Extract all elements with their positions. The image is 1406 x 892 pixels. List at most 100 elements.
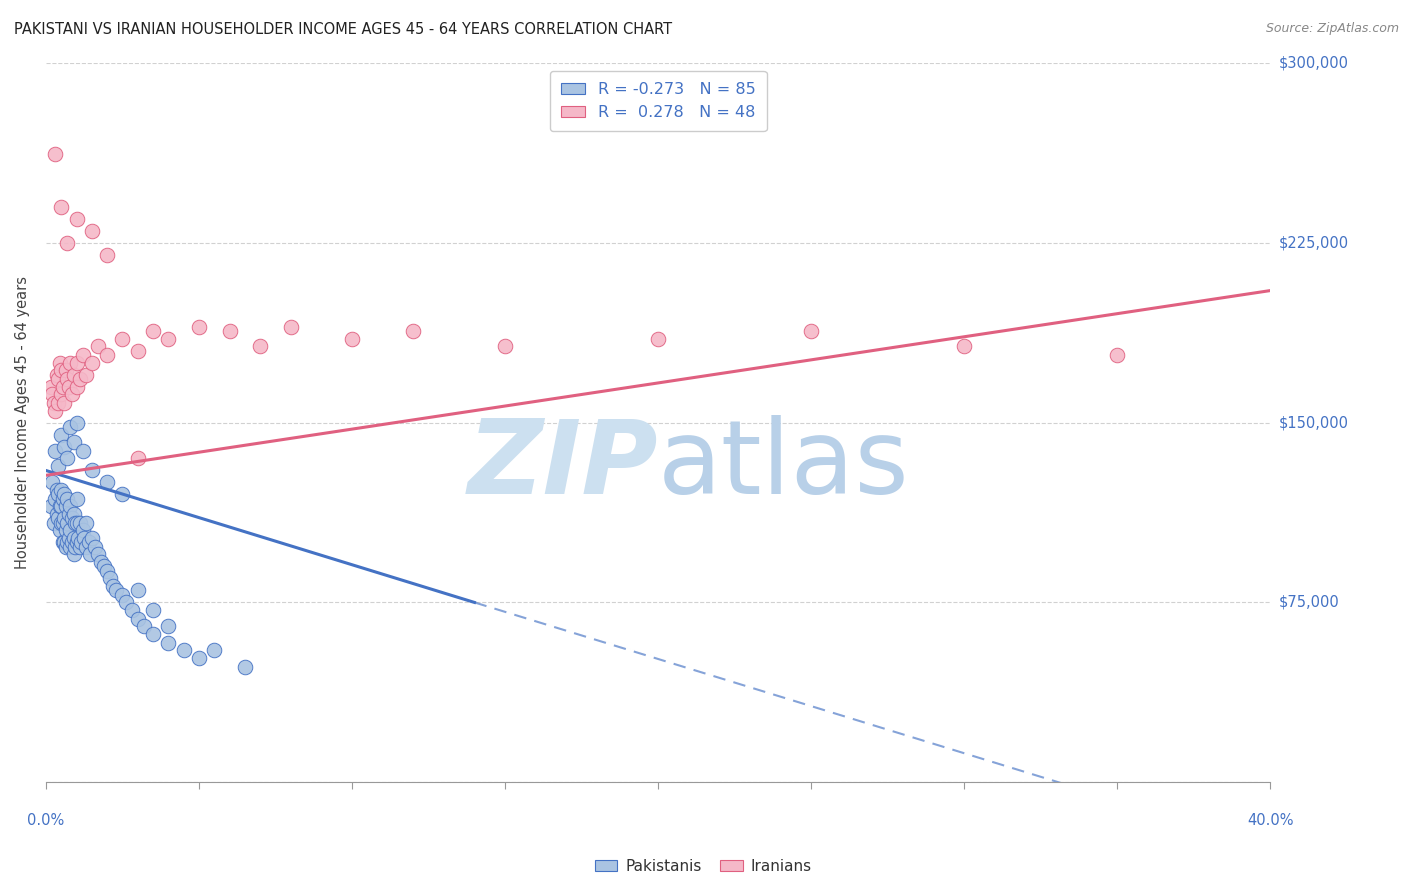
Point <box>52 492 75 507</box>
Point <box>59 355 82 369</box>
Point <box>80 531 103 545</box>
Point <box>41 386 63 401</box>
Point <box>69 541 91 555</box>
Point <box>121 602 143 616</box>
Point <box>39 379 62 393</box>
Text: Source: ZipAtlas.com: Source: ZipAtlas.com <box>1265 22 1399 36</box>
Point <box>249 339 271 353</box>
Point <box>42 396 65 410</box>
Point <box>87 339 110 353</box>
Point <box>59 541 82 555</box>
Point <box>52 516 75 531</box>
Point <box>51 500 73 514</box>
Point <box>65 379 87 393</box>
Point <box>70 535 93 549</box>
Point <box>218 324 240 338</box>
Point <box>647 332 669 346</box>
Point <box>46 372 69 386</box>
Point <box>132 619 155 633</box>
Point <box>62 368 84 382</box>
Point <box>58 379 80 393</box>
Point <box>202 643 225 657</box>
Point <box>51 483 73 497</box>
Point <box>69 372 91 386</box>
Point <box>51 386 73 401</box>
Point <box>51 516 73 531</box>
Point <box>77 535 100 549</box>
Point <box>96 564 118 578</box>
Point <box>953 339 976 353</box>
Point <box>65 535 87 549</box>
Text: $300,000: $300,000 <box>1278 55 1348 70</box>
Point <box>48 524 70 538</box>
Point <box>58 531 80 545</box>
Point <box>800 324 823 338</box>
Point <box>62 531 84 545</box>
Point <box>51 200 73 214</box>
Point <box>127 343 149 358</box>
Point <box>142 602 165 616</box>
Text: $150,000: $150,000 <box>1278 415 1348 430</box>
Point <box>75 368 97 382</box>
Point <box>55 524 77 538</box>
Point <box>53 396 76 410</box>
Point <box>188 650 211 665</box>
Point <box>52 379 75 393</box>
Point <box>59 500 82 514</box>
Text: 40.0%: 40.0% <box>1247 813 1294 828</box>
Point <box>48 500 70 514</box>
Point <box>72 348 94 362</box>
Point <box>157 619 180 633</box>
Point <box>56 492 79 507</box>
Point <box>127 583 149 598</box>
Point <box>84 541 107 555</box>
Point <box>80 463 103 477</box>
Point <box>63 516 86 531</box>
Point <box>111 332 134 346</box>
Point <box>62 507 84 521</box>
Point <box>103 579 125 593</box>
Point <box>41 475 63 490</box>
Point <box>1107 348 1129 362</box>
Point <box>96 348 118 362</box>
Point <box>51 427 73 442</box>
Point <box>111 487 134 501</box>
Point <box>55 541 77 555</box>
Point <box>46 487 69 501</box>
Point <box>44 492 66 507</box>
Point <box>65 516 87 531</box>
Point <box>42 516 65 531</box>
Point <box>96 475 118 490</box>
Point <box>53 487 76 501</box>
Point <box>96 247 118 261</box>
Legend: Pakistanis, Iranians: Pakistanis, Iranians <box>589 853 817 880</box>
Point <box>79 548 101 562</box>
Point <box>90 555 112 569</box>
Point <box>65 211 87 226</box>
Point <box>55 500 77 514</box>
Point <box>98 571 121 585</box>
Point <box>52 535 75 549</box>
Point <box>53 535 76 549</box>
Point <box>72 524 94 538</box>
Point <box>73 531 96 545</box>
Point <box>142 626 165 640</box>
Point <box>157 636 180 650</box>
Point <box>494 339 516 353</box>
Point <box>111 588 134 602</box>
Point <box>60 386 83 401</box>
Point <box>75 541 97 555</box>
Point <box>45 507 67 521</box>
Legend: R = -0.273   N = 85, R =  0.278   N = 48: R = -0.273 N = 85, R = 0.278 N = 48 <box>550 70 766 131</box>
Point <box>45 483 67 497</box>
Point <box>67 531 90 545</box>
Point <box>63 541 86 555</box>
Point <box>80 355 103 369</box>
Point <box>233 660 256 674</box>
Point <box>44 444 66 458</box>
Point <box>65 416 87 430</box>
Point <box>75 516 97 531</box>
Text: 0.0%: 0.0% <box>27 813 65 828</box>
Point <box>46 458 69 473</box>
Point <box>65 355 87 369</box>
